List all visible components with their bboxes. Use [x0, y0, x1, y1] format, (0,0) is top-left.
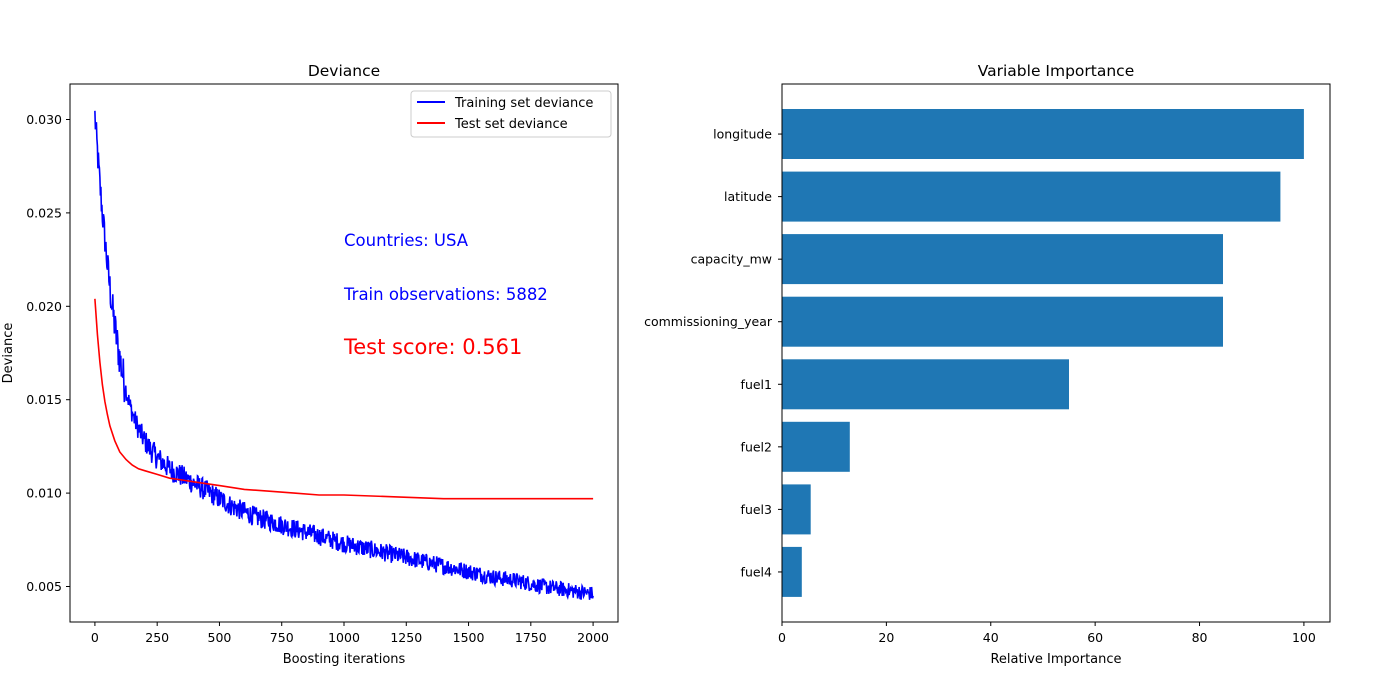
importance-xtick-label: 100: [1292, 630, 1316, 645]
importance-category-label: fuel3: [741, 502, 772, 517]
importance-category-label: fuel4: [741, 564, 772, 579]
annotation-countries: Countries: USA: [344, 231, 469, 250]
deviance-xtick-label: 250: [145, 630, 169, 645]
importance-xlabel: Relative Importance: [990, 652, 1121, 667]
importance-bar-fuel4: [782, 546, 802, 597]
importance-category-label: fuel1: [741, 377, 772, 392]
deviance-ytick-label: 0.010: [26, 486, 62, 501]
importance-axes-frame: [781, 83, 1331, 623]
deviance-ylabel: Deviance: [1, 323, 16, 384]
importance-title: Variable Importance: [978, 62, 1135, 80]
legend-label-training: Training set deviance: [454, 96, 593, 111]
deviance-xtick-label: 1250: [390, 630, 422, 645]
importance-bar-longitude: [782, 109, 1304, 159]
deviance-ytick-label: 0.020: [26, 299, 62, 314]
deviance-xtick-label: 0: [91, 630, 99, 645]
legend-frame: [410, 90, 612, 138]
deviance-xtick-label: 1000: [328, 630, 360, 645]
deviance-axes-frame: [69, 83, 619, 623]
importance-bars: [782, 109, 1304, 597]
importance-bar-capacity_mw: [782, 234, 1223, 285]
deviance-legend: Training set deviance Test set deviance: [410, 90, 612, 138]
importance-bar-fuel3: [782, 484, 811, 535]
importance-bar-fuel1: [782, 359, 1069, 410]
importance-xtick-label: 60: [1087, 630, 1103, 645]
importance-bar-latitude: [782, 171, 1281, 222]
deviance-chart: Deviance 0 250 500 750 1000 1250 1500 1750 20000…: [1, 62, 619, 667]
importance-category-label: longitude: [713, 127, 772, 142]
series-line-training: [94, 110, 594, 601]
importance-category-label: capacity_mw: [691, 252, 772, 267]
importance-xtick-label: 40: [983, 630, 999, 645]
importance-xtick-label: 80: [1192, 630, 1208, 645]
deviance-xtick-label: 500: [208, 630, 232, 645]
deviance-ticks: 0 250 500 750 1000 1250 1500 1750 2000 0.005 0.010…: [26, 112, 609, 645]
legend-label-test: Test set deviance: [454, 117, 568, 132]
importance-ticks: longitude latitude capacity_mw commissionin…: [644, 127, 1316, 645]
deviance-ytick-label: 0.030: [26, 112, 62, 127]
annotation-train-observations: Train observations: 5882: [343, 285, 548, 304]
importance-bar-fuel2: [782, 421, 850, 472]
deviance-xtick-label: 750: [270, 630, 294, 645]
deviance-xtick-label: 1500: [453, 630, 485, 645]
deviance-ytick-label: 0.015: [26, 392, 62, 407]
deviance-xlabel: Boosting iterations: [283, 652, 406, 667]
series-line-test: [94, 298, 594, 500]
annotation-test-score: Test score: 0.561: [343, 335, 522, 359]
deviance-title: Deviance: [308, 62, 380, 80]
deviance-ytick-label: 0.025: [26, 205, 62, 220]
importance-category-label: latitude: [724, 189, 772, 204]
importance-bar-commissioning_year: [782, 296, 1223, 347]
deviance-lines: [94, 110, 594, 601]
importance-chart: Variable Importance longitude latitude cap…: [644, 62, 1331, 667]
importance-xtick-label: 0: [778, 630, 786, 645]
deviance-xtick-label: 2000: [577, 630, 609, 645]
importance-category-label: fuel2: [741, 439, 772, 454]
deviance-xtick-label: 1750: [515, 630, 547, 645]
deviance-ytick-label: 0.005: [26, 579, 62, 594]
importance-xtick-label: 20: [878, 630, 894, 645]
importance-category-label: commissioning_year: [644, 314, 773, 329]
